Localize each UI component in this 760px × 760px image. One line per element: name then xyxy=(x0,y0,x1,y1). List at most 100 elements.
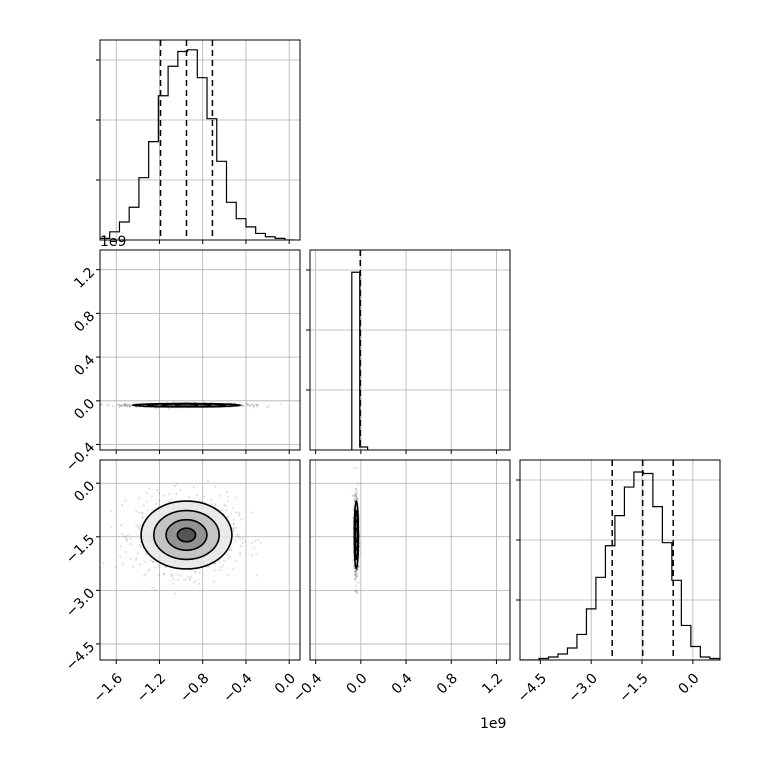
contour-line-3 xyxy=(176,527,197,543)
tick-label-y: 0.8 xyxy=(71,308,98,335)
scatter-point xyxy=(266,405,269,408)
scatter-point xyxy=(353,567,356,570)
scatter-point xyxy=(233,518,236,521)
scatter-point xyxy=(102,562,105,565)
scatter-point xyxy=(242,404,245,407)
scatter-point xyxy=(354,590,357,593)
scatter-point xyxy=(138,563,141,566)
tick-label-y: −1.5 xyxy=(63,532,98,567)
scatter-point xyxy=(207,565,210,568)
scatter-point xyxy=(127,403,130,406)
scatter-point xyxy=(232,523,235,526)
scatter-point xyxy=(153,588,156,591)
scatter-point xyxy=(226,491,229,494)
scatter-point xyxy=(353,498,356,501)
scatter-point xyxy=(240,518,243,521)
scatter-point xyxy=(355,569,358,572)
scatter-point xyxy=(125,402,128,405)
scatter-point xyxy=(229,555,232,558)
scatter-point xyxy=(239,538,242,541)
scatter-point xyxy=(144,560,147,563)
scatter-point xyxy=(121,562,124,565)
scatter-point xyxy=(145,492,148,495)
scatter-point xyxy=(120,403,123,406)
scatter-point xyxy=(354,491,357,494)
scatter-point xyxy=(118,406,121,409)
scatter-point xyxy=(354,578,357,581)
scatter-point xyxy=(237,535,240,538)
scatter-point xyxy=(118,404,121,407)
scatter-point xyxy=(213,503,216,506)
scatter-point xyxy=(172,582,175,585)
scatter-point xyxy=(146,509,149,512)
scatter-point xyxy=(188,577,191,580)
scatter-point xyxy=(141,515,144,518)
scatter-point xyxy=(235,559,238,562)
scatter-point xyxy=(123,402,126,405)
scatter-point xyxy=(358,565,361,568)
tick-label-x: 0.0 xyxy=(344,670,371,697)
panel-content xyxy=(102,479,262,595)
scatter-point xyxy=(353,494,356,497)
scatter-point xyxy=(355,495,358,498)
scatter-point xyxy=(210,498,213,501)
scatter-point xyxy=(353,578,356,581)
scatter-point xyxy=(187,575,190,578)
scatter-point xyxy=(151,561,154,564)
tick-label-y: 0.4 xyxy=(71,352,98,379)
scatter-point xyxy=(353,570,356,573)
density-level-3 xyxy=(177,528,196,542)
scatter-point xyxy=(352,558,355,561)
scatter-point xyxy=(355,570,358,573)
scatter-point xyxy=(174,592,177,595)
scatter-point xyxy=(354,584,357,587)
panel-scatter_p0_p2: −1.6 −1.2 −0.8 −0.4 0.0−4.5−3.0−1.50.0 xyxy=(63,459,301,706)
scatter-point xyxy=(189,578,192,581)
scatter-point xyxy=(173,485,176,488)
scatter-point xyxy=(137,552,140,555)
scatter-point xyxy=(250,511,253,514)
scatter-point xyxy=(135,556,138,559)
scatter-point xyxy=(135,524,138,527)
tick-label-y: −3.0 xyxy=(63,585,98,620)
scatter-point xyxy=(141,511,144,514)
scatter-point xyxy=(192,581,195,584)
scatter-point xyxy=(256,574,259,577)
panel-content xyxy=(520,460,720,660)
scatter-point xyxy=(354,572,357,575)
tick-label-x: −3.0 xyxy=(566,670,601,705)
scatter-point xyxy=(256,539,259,542)
contour-line-3 xyxy=(174,402,199,408)
panel-hist_p2: −4.5 −3.0 −1.5 0.0 xyxy=(515,459,721,706)
scatter-point xyxy=(175,492,178,495)
scatter-point xyxy=(138,527,141,530)
scatter-point xyxy=(259,541,262,544)
scatter-point xyxy=(110,526,113,529)
scatter-point xyxy=(198,571,201,574)
scatter-point xyxy=(123,535,126,538)
scatter-point xyxy=(257,403,260,406)
panel-content xyxy=(351,467,362,595)
scatter-point xyxy=(144,573,147,576)
scatter-point xyxy=(356,575,359,578)
scatter-point xyxy=(188,496,191,499)
scatter-point xyxy=(157,574,160,577)
scatter-point xyxy=(239,545,242,548)
scatter-point xyxy=(223,559,226,562)
scatter-point xyxy=(120,404,123,407)
scatter-point xyxy=(251,403,254,406)
scatter-point xyxy=(127,404,130,407)
scatter-point xyxy=(117,403,120,406)
scatter-point xyxy=(129,543,132,546)
scatter-point xyxy=(222,564,225,567)
scatter-point xyxy=(137,526,140,529)
scatter-point xyxy=(355,589,358,592)
scatter-point xyxy=(235,496,238,499)
tick-label-y: −4.5 xyxy=(63,639,98,674)
scatter-point xyxy=(219,566,222,569)
scatter-point xyxy=(210,502,213,505)
panel-frame xyxy=(519,459,721,661)
scatter-point xyxy=(119,545,122,548)
scatter-point xyxy=(267,404,270,407)
